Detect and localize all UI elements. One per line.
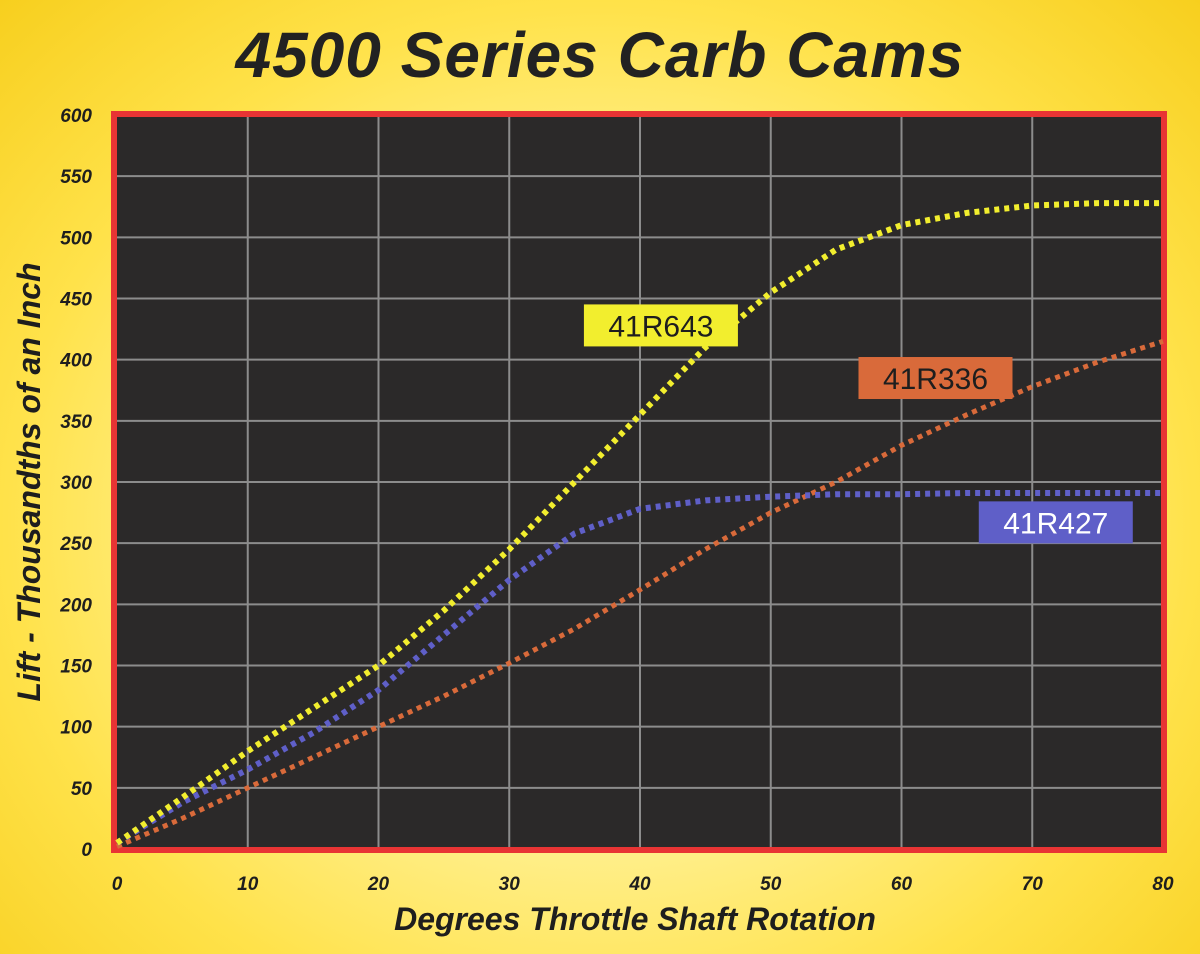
- x-tick-label-1: 10: [237, 874, 259, 895]
- y-axis-title: Lift - Thousandths of an Inch: [11, 262, 47, 701]
- x-tick-label-0: 0: [112, 874, 123, 895]
- x-tick-label-4: 40: [628, 874, 651, 895]
- series-line-41r336: [116, 338, 1164, 849]
- y-tick-label-5: 250: [59, 534, 92, 555]
- grid: [117, 117, 1161, 847]
- y-tick-label-12: 600: [60, 106, 92, 127]
- chart-title: 4500 Series Carb Cams: [235, 19, 965, 91]
- series-tag-box-41r427: [978, 501, 1133, 544]
- y-tick-label-10: 500: [60, 228, 92, 249]
- tick-labels: 0 10 20 30 40 50 60 70 80 0 50 100 150 200 250 300 350 40…: [59, 106, 1174, 895]
- x-axis-title: Degrees Throttle Shaft Rotation: [394, 901, 876, 937]
- x-tick-label-8: 80: [1152, 874, 1174, 895]
- series-tag-label-41r427: 41R427: [1003, 507, 1108, 540]
- y-tick-label-3: 150: [60, 657, 92, 678]
- y-tick-label-6: 300: [60, 473, 92, 494]
- series-tag-box-41r336: [858, 357, 1013, 400]
- series-tag-label-41r336: 41R336: [883, 363, 988, 396]
- y-tick-label-0: 0: [81, 840, 92, 861]
- series-lines: [115, 200, 1164, 849]
- y-tick-label-7: 350: [60, 412, 92, 433]
- x-tick-label-2: 20: [367, 874, 390, 895]
- y-tick-label-2: 100: [60, 718, 92, 739]
- series-line-41r643: [115, 200, 1163, 846]
- x-tick-label-6: 60: [891, 874, 913, 895]
- y-tick-label-8: 400: [59, 351, 92, 372]
- series-tag-label-41r643: 41R643: [608, 310, 713, 343]
- x-tick-label-7: 70: [1022, 874, 1044, 895]
- y-tick-label-9: 450: [59, 290, 92, 311]
- series-tag-box-41r643: [583, 304, 738, 347]
- y-tick-label-11: 550: [60, 167, 92, 188]
- y-tick-label-1: 50: [71, 779, 93, 800]
- x-tick-label-5: 50: [760, 874, 782, 895]
- series-line-41r427: [115, 490, 1163, 846]
- y-tick-label-4: 200: [59, 595, 92, 616]
- x-tick-label-3: 30: [499, 874, 521, 895]
- series-tags: 41R643 41R336 41R427: [583, 304, 1133, 544]
